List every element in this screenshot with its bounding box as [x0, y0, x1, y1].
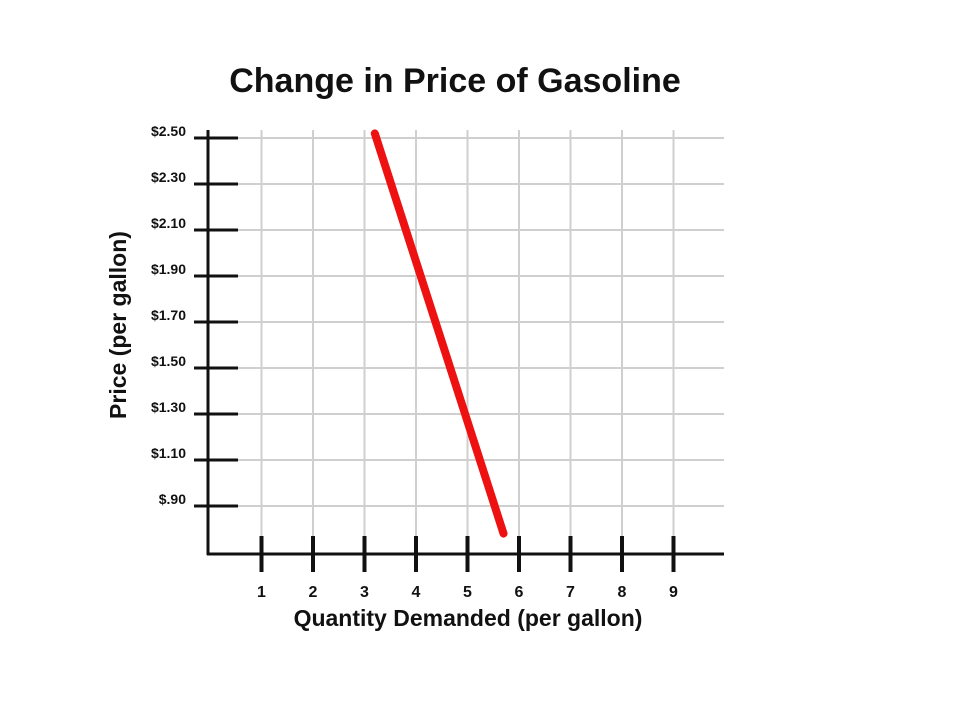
y-tick-label: $2.30 — [151, 169, 186, 185]
y-tick-label: $.90 — [159, 491, 186, 507]
x-axis-ticks: 1 2 3 4 5 6 7 8 9 — [257, 536, 678, 601]
x-tick-label: 2 — [309, 584, 318, 601]
y-tick-label: $1.30 — [151, 399, 186, 415]
chart-title: Change in Price of Gasoline — [229, 62, 681, 100]
x-tick-label: 9 — [669, 584, 678, 601]
x-tick-label: 7 — [566, 584, 575, 601]
x-tick-label: 4 — [412, 584, 421, 601]
demand-line — [370, 129, 508, 538]
y-tick-label: $1.90 — [151, 261, 186, 277]
x-tick-label: 6 — [515, 584, 524, 601]
gridlines — [208, 130, 724, 554]
y-tick-label: $2.50 — [151, 123, 186, 139]
y-tick-label: $1.50 — [151, 353, 186, 369]
x-tick-label: 1 — [257, 584, 266, 601]
series-group — [370, 129, 508, 538]
y-axis-label: Price (per gallon) — [105, 231, 131, 419]
x-tick-label: 8 — [618, 584, 627, 601]
y-tick-label: $2.10 — [151, 215, 186, 231]
x-tick-label: 5 — [463, 584, 472, 601]
y-tick-label: $1.10 — [151, 445, 186, 461]
x-tick-label: 3 — [360, 584, 369, 601]
x-axis-label: Quantity Demanded (per gallon) — [294, 605, 643, 631]
y-axis-ticks: $.90 $1.10 $1.30 $1.50 $1.70 $1.90 $2.10 $2.30 $… — [151, 123, 238, 508]
y-tick-label: $1.70 — [151, 307, 186, 323]
